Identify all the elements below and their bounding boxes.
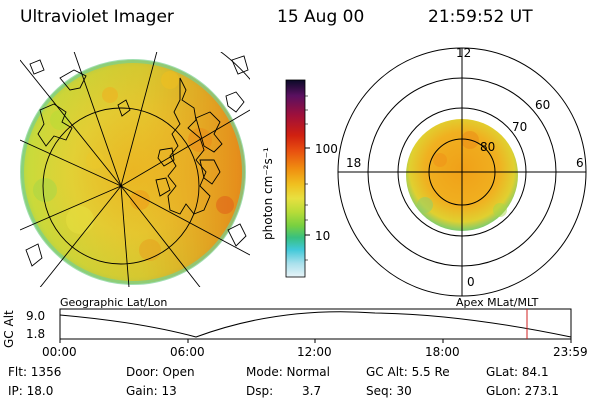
status-seq: Seq: 30 — [366, 384, 412, 398]
status-flt: Flt: 1356 — [8, 365, 62, 379]
timeline-xtick-1800: 18:00 — [425, 345, 460, 359]
geographic-caption: Geographic Lat/Lon — [60, 296, 168, 309]
timeline-xtick-1200: 12:00 — [297, 345, 332, 359]
timeline-xtick-0600: 06:00 — [170, 345, 205, 359]
mlat-label-70: 70 — [512, 120, 528, 134]
latlon-grid — [20, 52, 250, 287]
time-label: 21:59:52 UT — [428, 7, 533, 27]
status-glon: GLon: 273.1 — [486, 384, 559, 398]
mlt-polar-panel — [337, 47, 587, 297]
orbit-altitude-curve — [59, 311, 572, 338]
geographic-image-panel — [20, 52, 250, 287]
timeline-xtick-2359: 23:59 — [553, 345, 588, 359]
app-title: Ultraviolet Imager — [20, 7, 174, 27]
timeline-axis-label: GC Alt — [2, 310, 16, 348]
status-dsp-label: Dsp: — [246, 384, 274, 398]
timeline-ytick-9: 9.0 — [26, 309, 46, 323]
status-door: Door: Open — [126, 365, 195, 379]
timeline-xtick-0000: 00:00 — [42, 345, 77, 359]
status-dsp-value: 3.7 — [302, 384, 322, 398]
status-mode: Mode: Normal — [246, 365, 330, 379]
colorbar-label-10: 10 — [315, 229, 331, 243]
colorbar-minor-ticks — [305, 95, 308, 261]
status-gain: Gain: 13 — [126, 384, 177, 398]
image-speckle — [33, 71, 234, 261]
status-gc-alt: GC Alt: 5.5 Re — [366, 365, 450, 379]
colorbar — [285, 79, 310, 278]
mlat-label-60: 60 — [535, 98, 551, 112]
timeline-ytick-1-8: 1.8 — [26, 327, 46, 341]
colorbar-gradient — [286, 80, 305, 277]
mlt-label-0: 0 — [467, 275, 475, 289]
mlt-label-6: 6 — [576, 156, 584, 170]
altitude-timeline — [59, 308, 572, 343]
mlat-label-80: 80 — [480, 140, 496, 154]
status-ip: IP: 18.0 — [8, 384, 54, 398]
date-label: 15 Aug 00 — [277, 7, 365, 27]
status-glat: GLat: 84.1 — [486, 365, 549, 379]
timeline-x-ticks — [59, 339, 572, 343]
polar-grid — [338, 48, 586, 296]
mlt-label-12: 12 — [456, 46, 472, 60]
coastline-outlines — [25, 55, 249, 267]
apex-caption: Apex MLat/MLT — [456, 296, 539, 309]
colorbar-label-100: 100 — [315, 142, 338, 156]
colorbar-unit-label: photon cm⁻²s⁻¹ — [261, 147, 275, 240]
mlt-label-18: 18 — [346, 156, 362, 170]
